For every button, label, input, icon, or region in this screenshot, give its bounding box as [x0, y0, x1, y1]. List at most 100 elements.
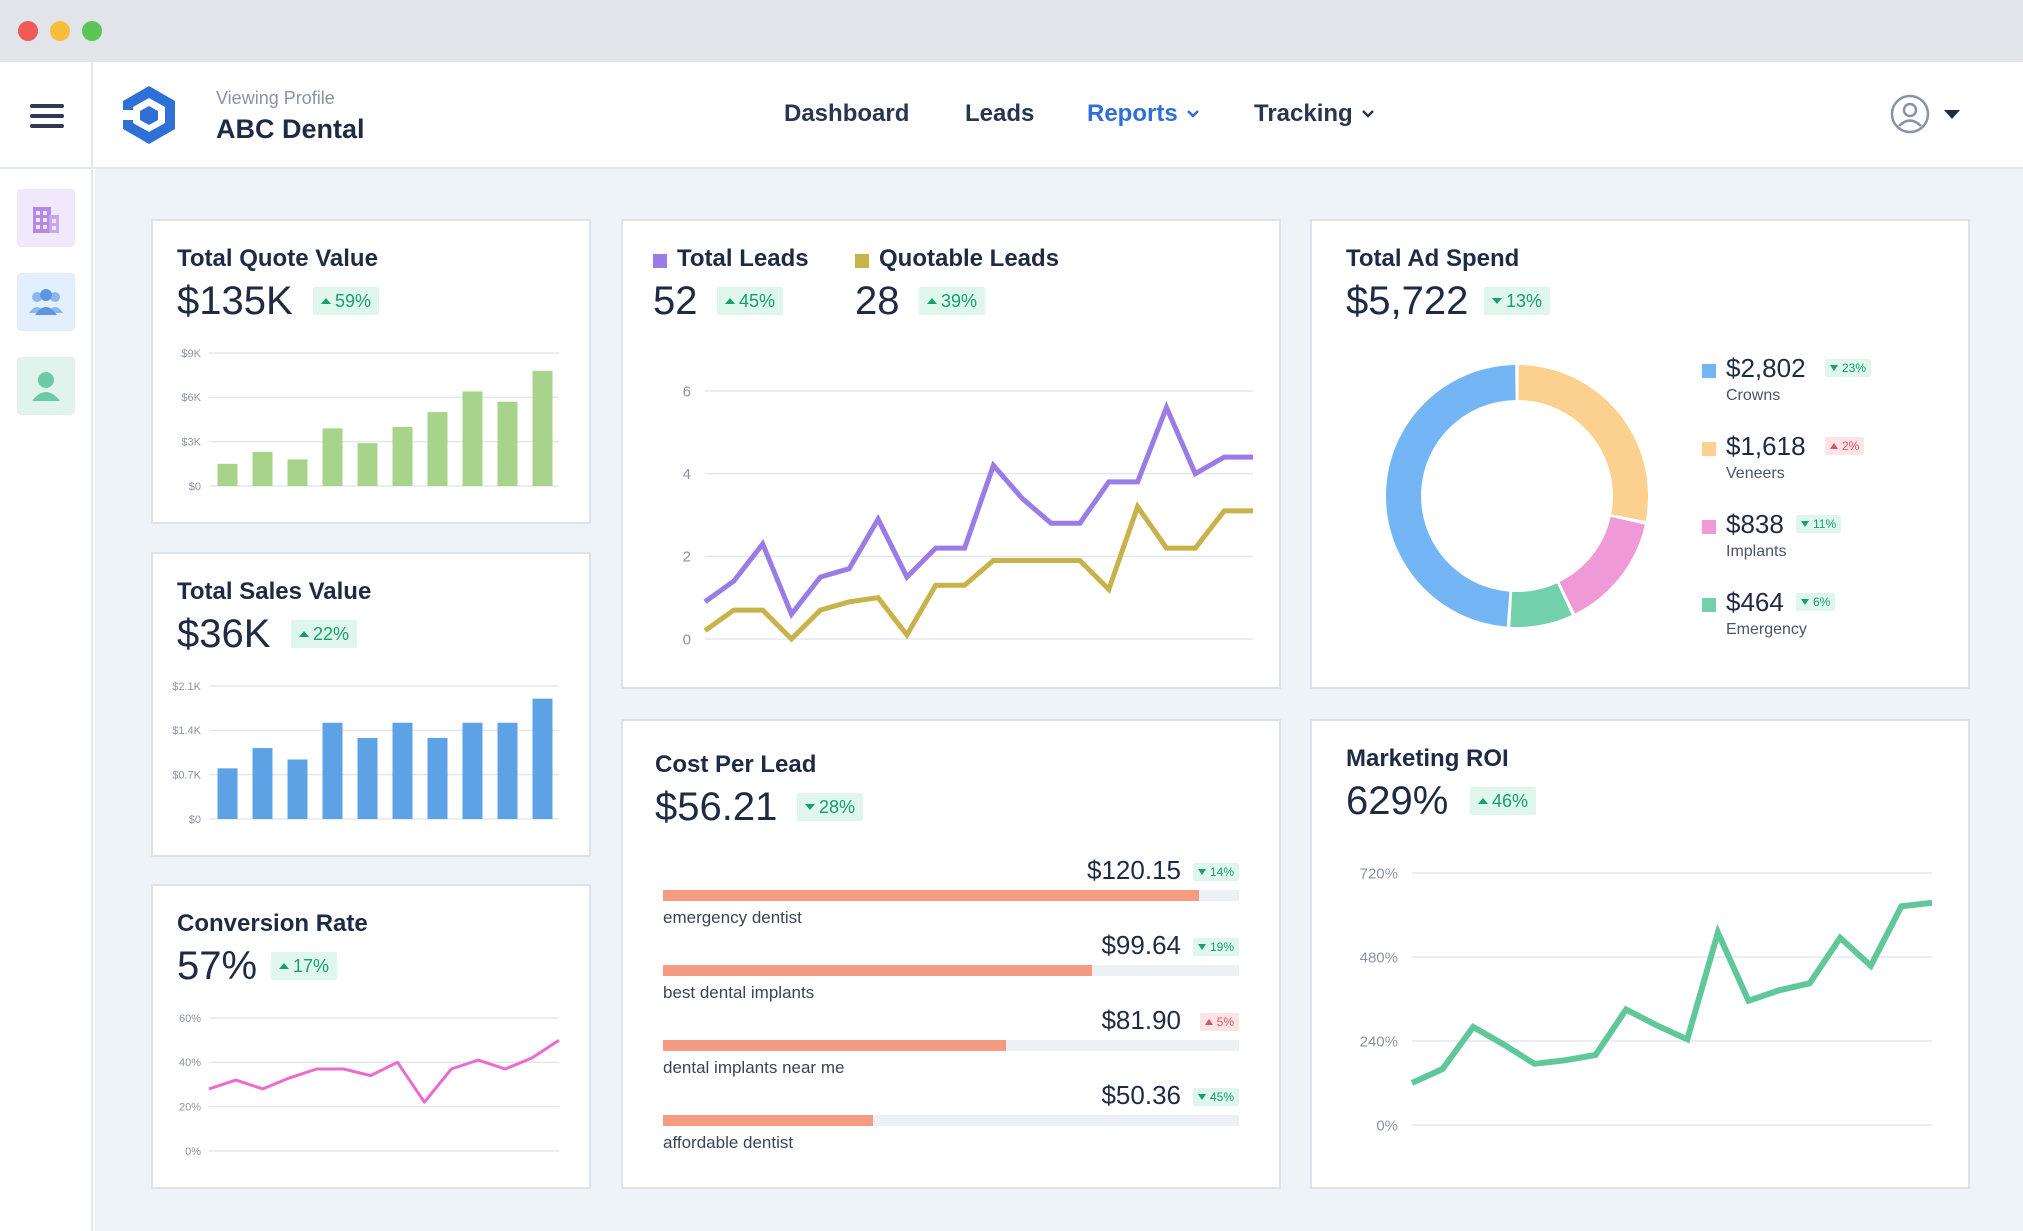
nav-leads[interactable]: Leads [965, 100, 1034, 128]
bar[interactable] [252, 748, 273, 819]
bar[interactable] [532, 698, 553, 819]
sidebar-item-companies[interactable] [17, 189, 75, 247]
card-title: Total Sales Value [177, 578, 372, 605]
change-value: 5% [1216, 1015, 1234, 1029]
card-title: Conversion Rate [177, 910, 368, 937]
y-tick-label: 0% [1376, 1117, 1398, 1134]
bar[interactable] [357, 737, 378, 819]
legend-amount: $1,618 [1726, 431, 1806, 461]
bar[interactable] [252, 452, 273, 486]
change-badge: 28% [797, 793, 864, 821]
row-label: best dental implants [663, 983, 815, 1002]
bar[interactable] [462, 722, 483, 819]
caret-down-icon [1944, 109, 1960, 119]
row-value: $99.64 [1101, 930, 1181, 960]
legend-name: Crowns [1726, 387, 1781, 404]
card-total-quote-value: Total Quote Value $135K 59% $0 $3K $6K $9K [151, 219, 591, 524]
progress-track [663, 1115, 1239, 1126]
y-tick-label: 2 [683, 549, 691, 566]
trend-up-icon [1478, 798, 1488, 804]
bar[interactable] [322, 722, 343, 819]
user-avatar-icon [1890, 94, 1930, 134]
row-label: affordable dentist [663, 1133, 794, 1152]
y-tick-label: $2.1K [172, 681, 201, 693]
bar[interactable] [532, 370, 553, 486]
change-badge: 59% [313, 287, 380, 315]
bar[interactable] [427, 412, 448, 486]
menu-toggle-button[interactable] [0, 62, 93, 169]
bar[interactable] [497, 401, 518, 486]
change-value: 14% [1209, 865, 1234, 879]
brand-logo-icon[interactable] [120, 84, 178, 146]
trend-down-icon [805, 804, 815, 810]
metric-value: 629% [1346, 779, 1449, 823]
change-badge: 45% [1192, 1088, 1239, 1106]
quote-value-bar-chart: $0 $3K $6K $9K [181, 348, 559, 493]
donut-slice-crowns[interactable] [1385, 365, 1516, 627]
bar[interactable] [462, 391, 483, 486]
hamburger-icon-line [30, 114, 64, 118]
trend-up-icon [927, 298, 937, 304]
change-badge: 5% [1199, 1013, 1239, 1031]
y-tick-label: $1.4K [172, 725, 201, 737]
close-window-button[interactable] [18, 21, 38, 41]
change-value: 6% [1813, 595, 1831, 609]
y-tick-label: $0 [189, 481, 201, 493]
change-badge: 2% [1825, 437, 1865, 455]
sidebar-item-teams[interactable] [17, 273, 75, 331]
nav-reports[interactable]: Reports [1087, 100, 1200, 128]
legend-amount: $838 [1726, 509, 1784, 539]
row-value: $50.36 [1101, 1080, 1181, 1110]
change-badge: 39% [919, 287, 986, 315]
nav-dashboard[interactable]: Dashboard [784, 100, 909, 128]
bar[interactable] [497, 722, 518, 819]
bar[interactable] [322, 428, 343, 486]
row-label: dental implants near me [663, 1058, 845, 1077]
trend-up-icon [1204, 1019, 1213, 1025]
donut-slice-implants[interactable] [1559, 516, 1645, 614]
bar[interactable] [287, 459, 308, 486]
minimize-window-button[interactable] [50, 21, 70, 41]
trend-up-icon [299, 631, 309, 637]
donut-slice-emergency[interactable] [1510, 583, 1572, 627]
y-tick-label: 20% [179, 1102, 201, 1114]
nav-tracking[interactable]: Tracking [1254, 100, 1375, 128]
hamburger-icon [30, 104, 64, 108]
legend-swatch [1702, 520, 1716, 534]
legend-swatch [1702, 364, 1716, 378]
bar[interactable] [357, 443, 378, 486]
bar[interactable] [392, 426, 413, 486]
user-menu-button[interactable] [1890, 94, 1960, 134]
change-value: 2% [1842, 439, 1860, 453]
bar[interactable] [427, 737, 448, 819]
trend-down-icon [1801, 521, 1809, 527]
progress-fill [663, 1040, 1006, 1051]
window-titlebar [0, 0, 2023, 62]
series-line [703, 400, 1253, 620]
trend-down-icon [1197, 1094, 1206, 1100]
chevron-down-icon [1186, 110, 1199, 118]
metric-value: $135K [177, 279, 293, 323]
row-value: $120.15 [1087, 855, 1181, 885]
legend-name: Emergency [1726, 621, 1807, 638]
bar[interactable] [392, 722, 413, 819]
change-badge: 13% [1484, 287, 1551, 315]
bar[interactable] [287, 759, 308, 819]
trend-up-icon [1830, 443, 1838, 449]
change-value: 45% [739, 290, 776, 311]
progress-track [663, 965, 1239, 976]
profile-name[interactable]: ABC Dental [216, 114, 365, 144]
bar[interactable] [217, 768, 238, 819]
change-value: 13% [1506, 290, 1543, 311]
trend-up-icon [321, 298, 331, 304]
change-value: 59% [335, 290, 372, 311]
y-tick-label: $3K [181, 437, 201, 449]
change-value: 45% [1209, 1090, 1234, 1104]
bar[interactable] [217, 463, 238, 486]
donut-slice-veneers[interactable] [1518, 365, 1648, 521]
trend-up-icon [279, 963, 289, 969]
maximize-window-button[interactable] [82, 21, 102, 41]
sidebar-item-contacts[interactable] [17, 357, 75, 415]
dashboard-main: Total Quote Value $135K 59% $0 $3K $6K $9K … [95, 169, 2023, 1231]
nav-label: Reports [1087, 100, 1178, 127]
